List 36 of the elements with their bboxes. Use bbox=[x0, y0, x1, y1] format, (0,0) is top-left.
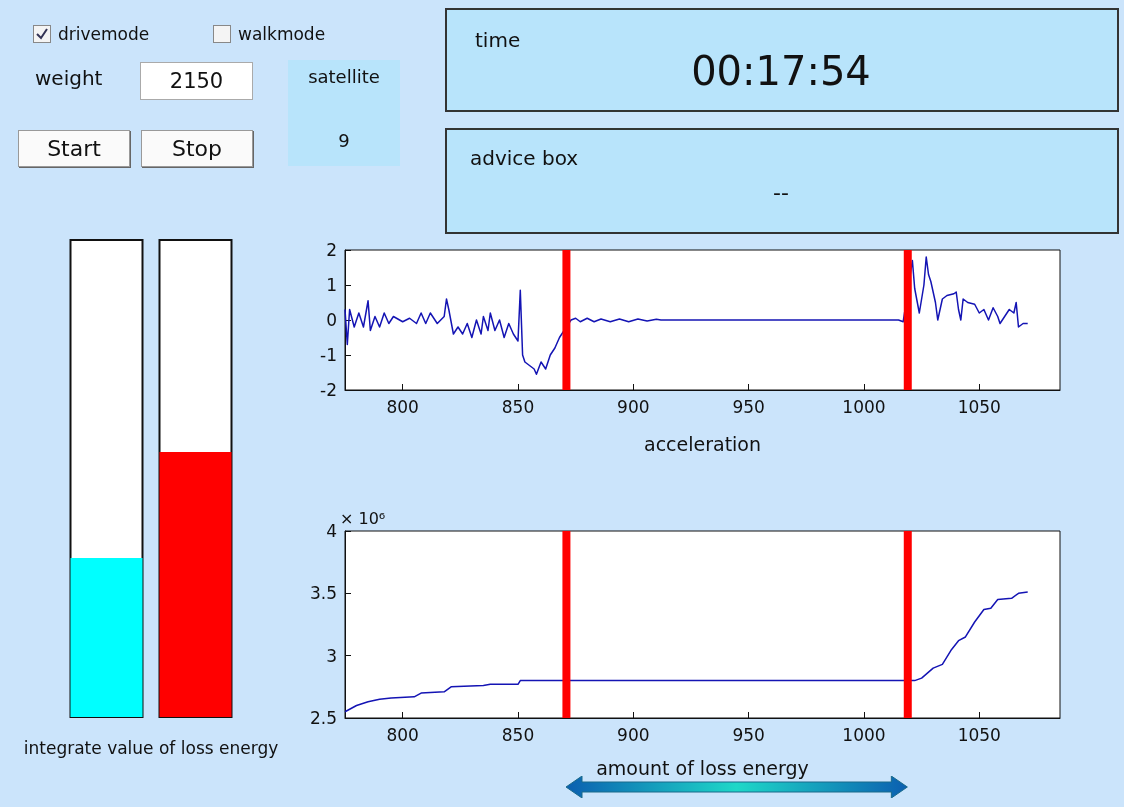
text: 00:17:54 bbox=[691, 48, 871, 94]
y-tick-label: 4 bbox=[326, 521, 337, 541]
line-series bbox=[344, 591, 1029, 713]
x-tick-label: 900 bbox=[617, 724, 650, 745]
text: × 10⁶ bbox=[340, 509, 386, 528]
x-tick-label: 1000 bbox=[842, 396, 886, 417]
y-tick-label: 2.5 bbox=[309, 708, 337, 728]
y-tick-label: 1 bbox=[326, 275, 337, 295]
text: 9 bbox=[337, 130, 351, 151]
y-tick-label: 3.5 bbox=[309, 583, 337, 604]
x-tick-label: 850 bbox=[501, 724, 535, 745]
x-tick-label: 800 bbox=[386, 396, 419, 417]
y-tick-label: 2 bbox=[326, 240, 337, 260]
line-series bbox=[344, 256, 1029, 375]
x-tick-label: 1050 bbox=[957, 396, 1001, 417]
x-tick-label: 1050 bbox=[957, 724, 1001, 745]
y-tick-label: 3 bbox=[326, 645, 337, 666]
y-tick-label: 0 bbox=[326, 310, 337, 330]
x-tick-label: 950 bbox=[732, 396, 765, 417]
y-tick-label: -2 bbox=[320, 380, 337, 400]
x-tick-label: 1000 bbox=[842, 724, 886, 745]
x-axis-title: acceleration bbox=[643, 432, 762, 455]
text: time bbox=[475, 28, 521, 52]
x-axis-title: integrate value of loss energy bbox=[23, 738, 279, 758]
text: drivemode bbox=[58, 24, 150, 44]
text: satellite bbox=[307, 66, 381, 87]
x-tick-label: 950 bbox=[732, 724, 765, 745]
x-axis-title: amount of loss energy bbox=[596, 756, 809, 779]
y-tick-label: -1 bbox=[320, 345, 337, 365]
text: advice box bbox=[470, 146, 579, 170]
x-tick-label: 800 bbox=[386, 724, 419, 745]
text: -- bbox=[772, 180, 790, 205]
text: weight bbox=[35, 66, 103, 90]
x-tick-label: 850 bbox=[501, 396, 535, 417]
text: walkmode bbox=[238, 24, 326, 44]
x-tick-label: 900 bbox=[617, 396, 650, 417]
